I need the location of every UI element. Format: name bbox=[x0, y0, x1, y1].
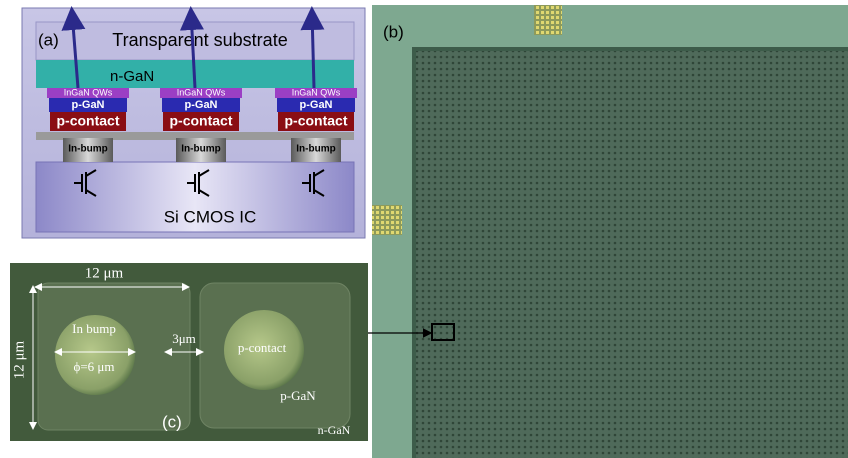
panel-a: (a) Transparent substrate n-GaN Si CMOS … bbox=[22, 8, 365, 238]
qw-label: InGaN QWs bbox=[64, 87, 113, 97]
contact-label: p-contact bbox=[238, 340, 287, 355]
panel-c: 12 μm 12 μm In bump ϕ=6 μm 3μm p-contact… bbox=[10, 263, 368, 441]
bump-label: In-bump bbox=[68, 144, 107, 155]
p-gan-label: p-GaN bbox=[185, 99, 218, 111]
gap-label: 3μm bbox=[172, 331, 196, 346]
bond-pads bbox=[372, 205, 402, 235]
p-contact-label: p-contact bbox=[57, 113, 120, 129]
bump-label: In bump bbox=[72, 321, 116, 336]
bump-label: In-bump bbox=[296, 144, 335, 155]
emission-arrow bbox=[312, 12, 314, 88]
p-contact-label: p-contact bbox=[170, 113, 233, 129]
diameter-label: ϕ=6 μm bbox=[73, 359, 114, 374]
qw-label: InGaN QWs bbox=[292, 87, 341, 97]
panel-b: (b) bbox=[372, 5, 848, 458]
p-gan-label: p-GaN bbox=[280, 388, 316, 403]
pixel-array bbox=[416, 51, 848, 458]
n-gan-label: n-GaN bbox=[318, 423, 351, 437]
figure: (a) Transparent substrate n-GaN Si CMOS … bbox=[0, 0, 848, 458]
p-contact-label: p-contact bbox=[285, 113, 348, 129]
panel-label: (a) bbox=[38, 30, 59, 49]
cmos-label: Si CMOS IC bbox=[164, 207, 257, 226]
p-gan-label: p-GaN bbox=[300, 99, 333, 111]
qw-label: InGaN QWs bbox=[177, 87, 226, 97]
p-gan-label: p-GaN bbox=[72, 99, 105, 111]
panel-label: (c) bbox=[162, 412, 182, 431]
width-label: 12 μm bbox=[85, 265, 124, 281]
n-gan-label: n-GaN bbox=[110, 68, 154, 85]
substrate-label: Transparent substrate bbox=[112, 30, 287, 50]
bond-pads bbox=[534, 5, 562, 35]
height-label: 12 μm bbox=[11, 340, 27, 379]
panel-label: (b) bbox=[383, 22, 404, 41]
bump-label: In-bump bbox=[181, 144, 220, 155]
